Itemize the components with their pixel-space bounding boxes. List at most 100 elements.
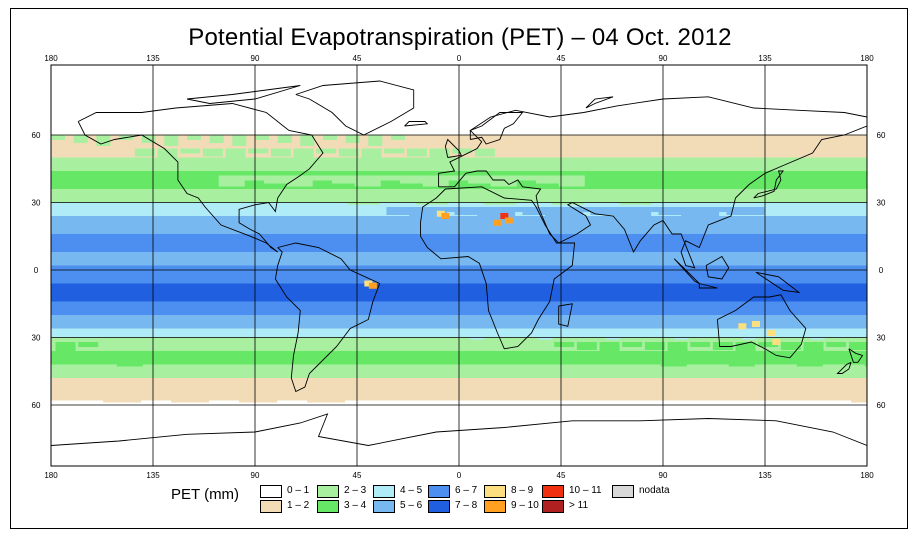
legend-swatch [484, 485, 506, 498]
pet-patch [300, 135, 315, 146]
pet-patch [728, 355, 755, 367]
pet-patch [529, 193, 562, 202]
pet-patch [255, 135, 269, 140]
pet-patch [461, 193, 494, 202]
continent-outline [438, 96, 867, 269]
pet-patch [576, 342, 597, 350]
continent-outline [558, 303, 573, 327]
lat-tick-right: 30 [877, 199, 886, 208]
pet-patch [329, 391, 368, 397]
pet-patch [483, 193, 516, 205]
continent-outline [186, 85, 301, 104]
pet-patch [384, 148, 405, 154]
legend-swatch [612, 485, 634, 498]
continent-outline [295, 80, 415, 136]
pet-patch [261, 391, 300, 397]
pet-patch [391, 135, 405, 140]
pet-patch [658, 207, 697, 215]
pet-patch [597, 193, 630, 202]
legend-swatch [373, 500, 395, 513]
legend-label: 5 – 6 [400, 500, 423, 511]
lon-tick-top: 180 [44, 54, 58, 63]
lon-tick-top: 180 [860, 54, 874, 63]
pet-patch [248, 148, 269, 154]
pet-patch [307, 391, 346, 403]
figure-frame [10, 8, 908, 529]
pet-hotspot [500, 213, 509, 219]
pet-patch [561, 328, 575, 334]
lon-tick-bottom: 135 [146, 471, 160, 480]
continent-outline [404, 121, 429, 127]
pet-patch [316, 148, 337, 154]
lat-tick-left: 0 [34, 266, 39, 275]
pet-patch [78, 342, 99, 347]
pet-patch [232, 135, 247, 146]
axis-labels: 180 180 135 135 90 90 45 45 0 0 45 45 90 90 135 135 180 1… [32, 54, 886, 480]
legend-swatch [542, 485, 564, 498]
pet-hotspots [364, 210, 781, 345]
pet-patch [474, 148, 495, 157]
pet-hotspot [738, 323, 747, 330]
pet-patch [293, 148, 314, 160]
pet-patch [309, 175, 336, 181]
pet-patch [177, 378, 210, 389]
lat-tick-right: 0 [879, 266, 884, 275]
pet-patch [116, 355, 143, 367]
pet-patch [635, 207, 674, 212]
lat-tick-right: 60 [877, 401, 886, 410]
legend-swatch [317, 500, 339, 513]
legend-swatch [260, 485, 282, 498]
pet-patch [819, 355, 846, 361]
pet-patch [712, 342, 733, 350]
lon-tick-bottom: 0 [457, 471, 462, 480]
pet-patch [445, 175, 472, 181]
pet-patch [842, 355, 867, 364]
pet-patch [71, 355, 98, 361]
pet-patch [758, 342, 779, 347]
pet-patch [96, 135, 111, 146]
legend-swatch [260, 500, 282, 513]
pet-patch [180, 148, 201, 154]
pet-patch [606, 328, 621, 340]
pet-patch [332, 175, 359, 184]
pet-patch [848, 342, 867, 350]
pet-patch [345, 135, 360, 143]
pet-patch [73, 135, 88, 143]
pet-patch [499, 207, 538, 212]
pet-patch [719, 328, 734, 337]
continent-outlines [51, 80, 867, 446]
legend-label: nodata [639, 485, 670, 496]
legend-label: 3 – 4 [344, 500, 367, 511]
pet-patch [370, 193, 403, 199]
pet-patch [726, 207, 765, 215]
legend-label: 1 – 2 [287, 500, 310, 511]
pet-patch [216, 391, 255, 400]
lon-tick-top: 135 [758, 54, 772, 63]
pet-patch [622, 342, 643, 347]
legend-swatch [373, 485, 395, 498]
lat-tick-left: 60 [32, 131, 41, 140]
pet-patch [477, 207, 516, 218]
pet-patch [826, 342, 847, 347]
map-border [50, 64, 868, 467]
lon-tick-bottom: 135 [758, 471, 772, 480]
pet-patch [286, 175, 313, 187]
pet-patch [193, 391, 232, 397]
continent-outline [705, 255, 730, 280]
lat-tick-right: 30 [877, 334, 886, 343]
pet-patch [590, 207, 629, 215]
pet-patch [787, 328, 802, 337]
pet-patch [810, 328, 825, 340]
pet-patch [429, 148, 450, 160]
pet-hotspot [772, 339, 781, 345]
lat-tick-right: 60 [877, 131, 886, 140]
pet-patch [325, 193, 358, 202]
pet-patch [583, 328, 598, 337]
legend-label: 9 – 10 [511, 500, 539, 511]
pet-patch [277, 135, 292, 143]
legend-swatch [542, 500, 564, 513]
pet-patch [51, 135, 65, 140]
pet-patch [187, 135, 201, 140]
pet-patch [270, 148, 291, 157]
pet-patch [125, 391, 164, 397]
